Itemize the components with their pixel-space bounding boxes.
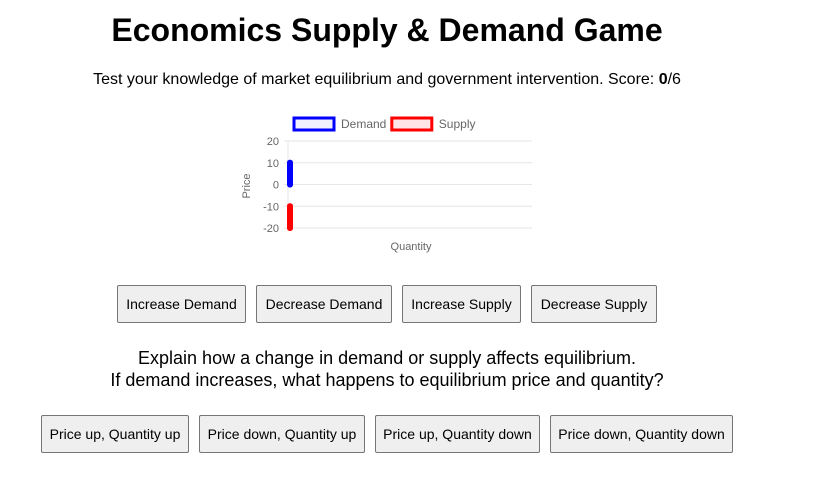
y-tick-label: -10: [263, 201, 279, 213]
legend-label: Supply: [439, 117, 476, 131]
legend-item-supply[interactable]: Supply: [390, 116, 476, 132]
chart-series: [287, 159, 293, 231]
increase-supply-button[interactable]: Increase Supply: [402, 285, 521, 323]
decrease-supply-button[interactable]: Decrease Supply: [531, 285, 657, 323]
demand-point: [287, 181, 293, 188]
chart-grid: [284, 140, 532, 229]
question-text: Explain how a change in demand or supply…: [0, 347, 774, 391]
question-line-2: If demand increases, what happens to equ…: [110, 370, 664, 390]
question-line-1: Explain how a change in demand or supply…: [138, 348, 636, 368]
subtitle: Test your knowledge of market equilibriu…: [0, 70, 774, 90]
y-axis-ticks: 20 10 0 -10 -20: [263, 136, 279, 235]
y-axis-label: Price: [241, 173, 253, 198]
answer-price-down-quantity-up-button[interactable]: Price down, Quantity up: [199, 415, 365, 453]
x-axis-label: Quantity: [391, 241, 432, 253]
chart-legend: Demand Supply: [292, 116, 476, 132]
series-demand: [287, 159, 293, 188]
legend-item-demand[interactable]: Demand: [292, 116, 386, 132]
decrease-demand-button[interactable]: Decrease Demand: [256, 285, 392, 323]
subtitle-text: Test your knowledge of market equilibriu…: [93, 71, 659, 88]
increase-demand-button[interactable]: Increase Demand: [117, 285, 246, 323]
supply-point: [287, 203, 293, 210]
legend-label: Demand: [341, 117, 386, 131]
legend-swatch: [390, 116, 434, 132]
supply-demand-chart: Demand Supply 20 10 0 -10 -20 Price Quantity: [241, 116, 532, 253]
score-total: /6: [667, 71, 681, 88]
legend-swatch: [292, 116, 336, 132]
y-tick-label: -20: [263, 223, 279, 235]
y-tick-label: 20: [267, 136, 279, 148]
answer-price-down-quantity-down-button[interactable]: Price down, Quantity down: [550, 415, 733, 453]
score-value: 0: [658, 71, 668, 88]
demand-point: [287, 159, 293, 166]
supply-point: [287, 225, 293, 231]
page-title: Economics Supply & Demand Game: [111, 12, 663, 48]
series-supply: [287, 203, 293, 231]
y-tick-label: 0: [273, 180, 279, 192]
y-tick-label: 10: [267, 158, 279, 170]
answer-price-up-quantity-up-button[interactable]: Price up, Quantity up: [41, 415, 189, 453]
answer-price-up-quantity-down-button[interactable]: Price up, Quantity down: [375, 415, 540, 453]
